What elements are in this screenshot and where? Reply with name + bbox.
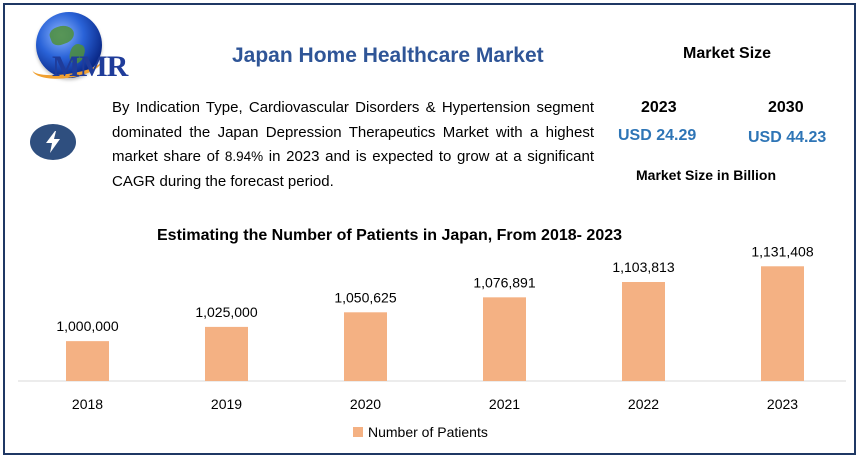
market-share-value: 8.94% [224, 149, 264, 164]
mmr-logo: MMR [30, 12, 182, 83]
globe-icon [36, 12, 102, 78]
market-size-heading: Market Size [683, 45, 772, 62]
data-label-2018: 1,000,000 [56, 318, 118, 334]
market-size-unit: Market Size in Billion [636, 167, 777, 183]
summary-text-before: By Indication Type, Cardiovascular Disor… [112, 99, 594, 165]
page-title: Japan Home Healthcare Market [232, 44, 544, 67]
bar-2023 [761, 266, 804, 381]
x-tick-2023: 2023 [767, 396, 798, 412]
market-value-2030: USD 44.23 [748, 129, 827, 146]
legend-label: Number of Patients [368, 424, 488, 440]
summary-text-after: in 2023 and is expected to grow at a sig… [112, 148, 594, 190]
x-tick-2022: 2022 [628, 396, 659, 412]
data-label-2023: 1,131,408 [751, 243, 813, 259]
bar-2019 [205, 326, 248, 381]
x-tick-2020: 2020 [350, 396, 381, 412]
market-year-2030: 2030 [768, 99, 804, 116]
legend-swatch [353, 427, 363, 437]
logo-text: MMR [52, 50, 128, 83]
chart-legend: Number of Patients [353, 424, 488, 440]
summary-text: By Indication Type, Cardiovascular Disor… [112, 96, 594, 194]
data-label-2021: 1,076,891 [473, 274, 535, 290]
x-tick-2018: 2018 [72, 396, 103, 412]
market-year-2023: 2023 [641, 99, 677, 116]
x-tick-2019: 2019 [211, 396, 242, 412]
infographic-frame [3, 3, 856, 455]
data-label-2022: 1,103,813 [612, 259, 674, 275]
bar-2018 [66, 341, 109, 381]
data-label-2019: 1,025,000 [195, 304, 257, 320]
chart-title: Estimating the Number of Patients in Jap… [157, 227, 623, 244]
lightning-bolt-icon [30, 124, 76, 160]
bar-2020 [344, 312, 387, 381]
market-value-2023: USD 24.29 [618, 127, 697, 144]
x-tick-2021: 2021 [489, 396, 520, 412]
bar-2022 [622, 282, 665, 381]
bar-2021 [483, 297, 526, 381]
data-label-2020: 1,050,625 [334, 289, 396, 305]
